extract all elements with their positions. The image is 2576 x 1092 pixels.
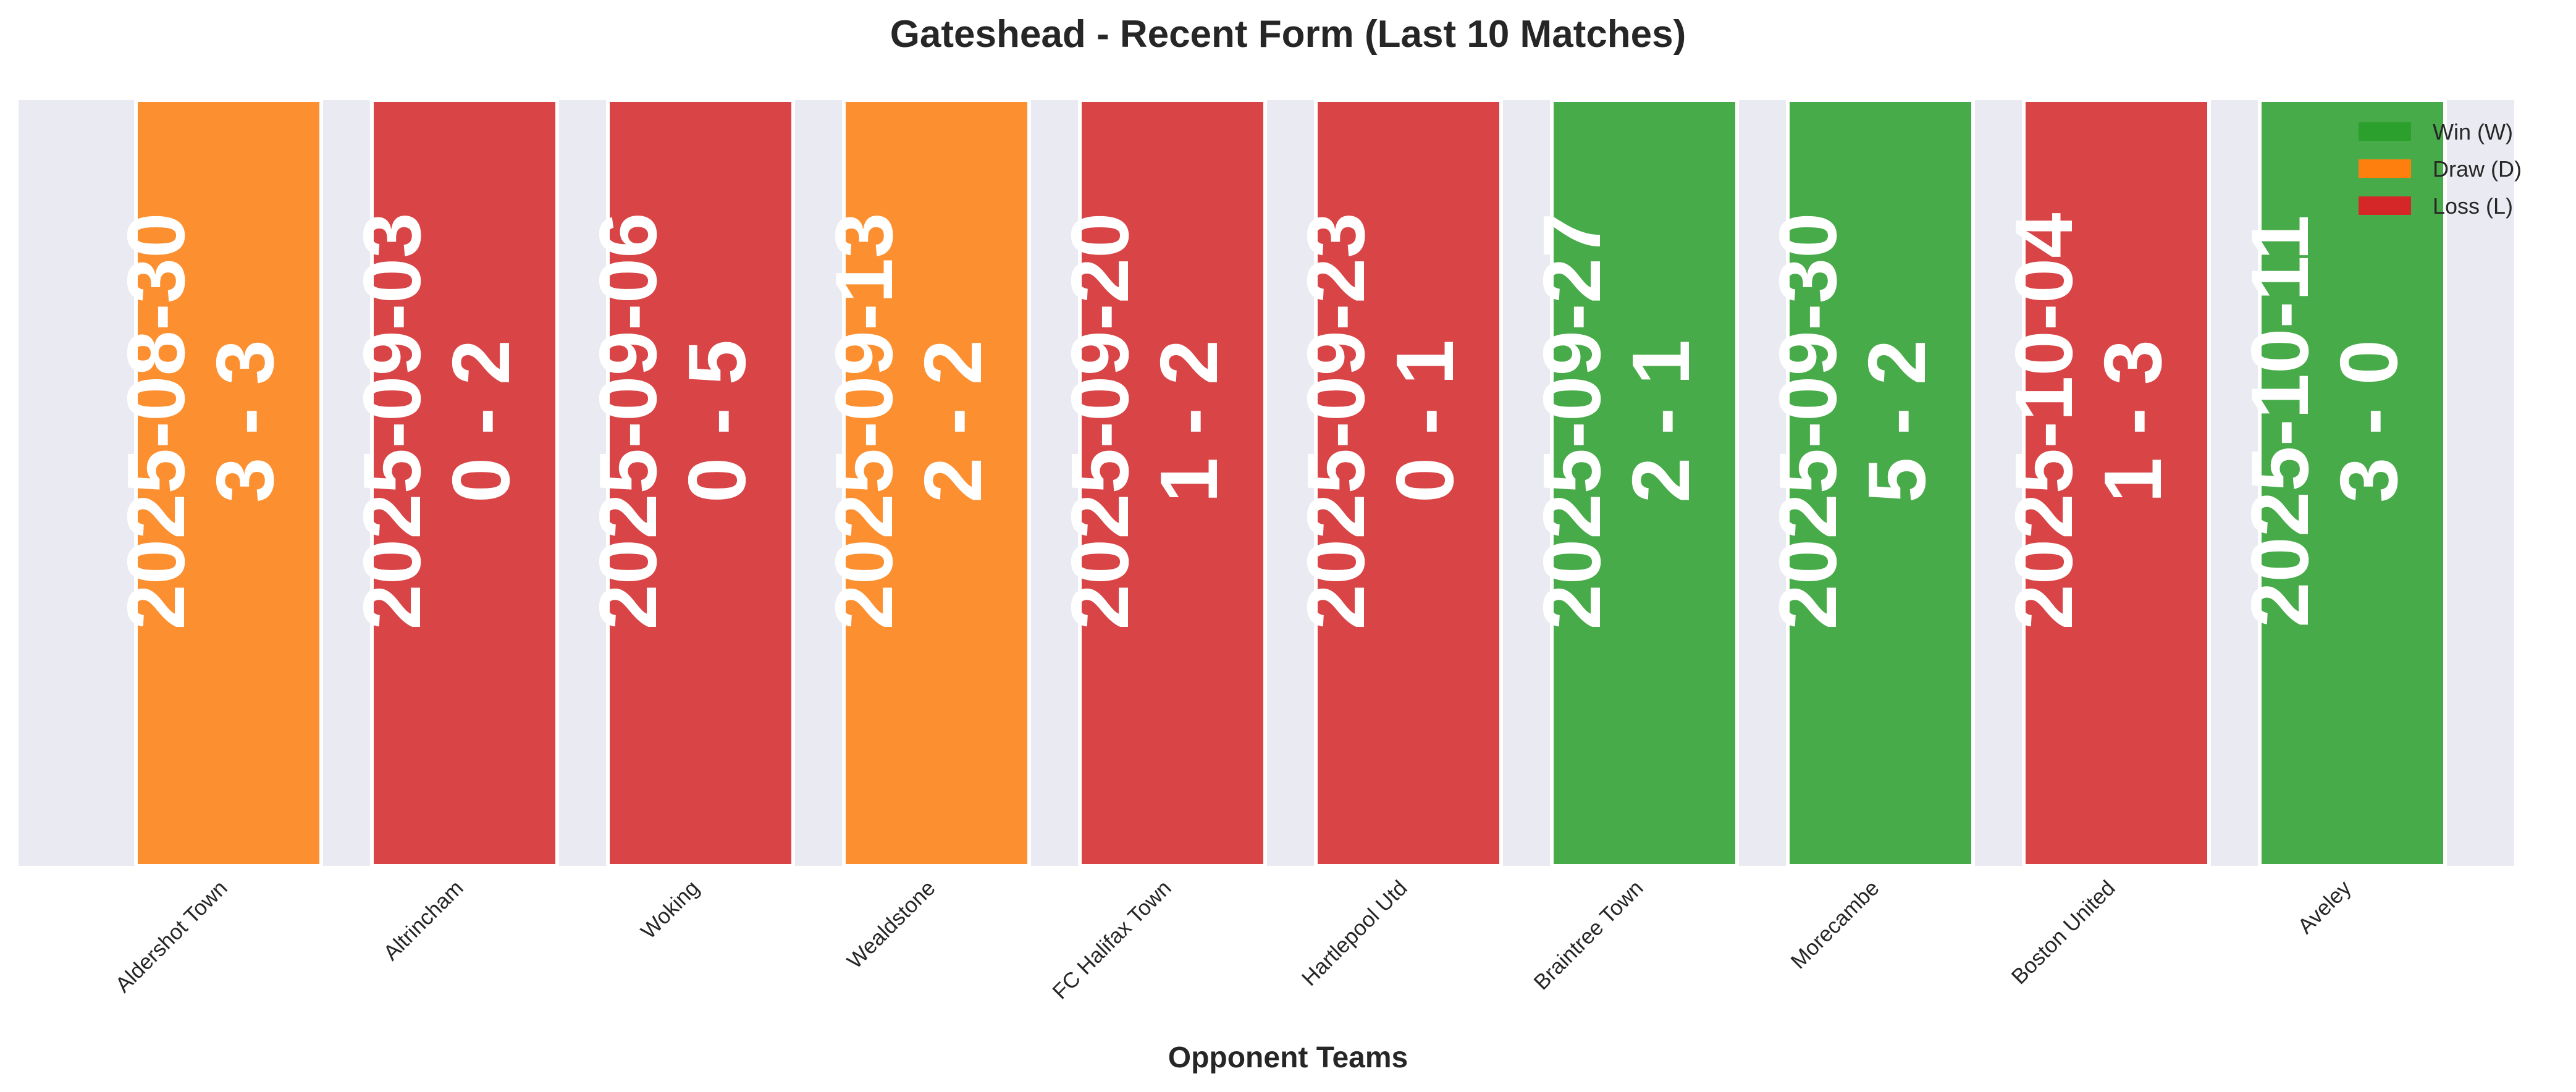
x-axis-label: Opponent Teams [1168,1041,1408,1074]
legend-swatch [2359,196,2411,215]
bar-label: 2025-09-272 - 1 [1526,212,1706,629]
match-score: 0 - 5 [671,340,762,503]
match-score: 5 - 2 [1851,340,1942,503]
chart-title: Gateshead - Recent Form (Last 10 Matches… [890,13,1686,56]
bar-label: 2025-09-201 - 2 [1054,212,1234,629]
x-tick-label: FC Halifax Town [1048,876,1176,1004]
bar-label: 2025-08-303 - 3 [111,212,290,629]
match-date: 2025-10-04 [1998,212,2089,629]
match-score: 0 - 2 [436,340,526,503]
bar [842,98,1031,868]
bar [1786,98,1975,868]
bar-label: 2025-09-132 - 2 [819,212,998,629]
bar-label: 2025-09-030 - 2 [347,212,526,629]
x-tick-label: Wealdstone [843,876,940,973]
bar [606,98,795,868]
bar-label: 2025-09-305 - 2 [1762,212,1942,629]
legend-label: Loss (L) [2433,193,2513,219]
bar [1550,98,1739,868]
match-date: 2025-10-11 [2234,215,2325,628]
x-tick-label: Morecambe [1786,876,1884,973]
match-date: 2025-09-23 [1290,212,1381,629]
bar [134,98,323,868]
match-date: 2025-08-30 [111,212,201,629]
match-date: 2025-09-30 [1762,212,1853,629]
bar-labels-group: 2025-08-303 - 3 2025-09-030 - 2 2025-09-06… [111,212,2414,629]
match-date: 2025-09-03 [347,212,437,629]
legend-label: Draw (D) [2433,156,2522,182]
x-tick-label: Hartlepool Utd [1297,876,1412,991]
legend-swatch [2359,122,2411,141]
x-tick-label: Aldershot Town [111,876,232,997]
bar [2022,98,2211,868]
x-tick-label: Braintree Town [1529,876,1648,994]
match-score: 3 - 3 [200,340,290,503]
x-tick-labels: Aldershot Town Altrincham Woking Wealdstone… [111,876,2356,1004]
legend: Win (W) Draw (D) Loss (L) [2359,119,2522,219]
x-tick-label: Aveley [2293,876,2356,939]
bar [2258,98,2447,868]
match-score: 2 - 1 [1615,340,1706,503]
bar [1078,98,1267,868]
match-score: 1 - 3 [2087,340,2178,503]
match-score: 3 - 0 [2323,340,2414,503]
match-date: 2025-09-20 [1054,212,1145,629]
match-score: 0 - 1 [1379,340,1470,503]
x-tick-label: Altrincham [379,876,468,965]
match-score: 1 - 2 [1143,340,1234,503]
legend-label: Win (W) [2433,119,2513,145]
bar [1314,98,1503,868]
legend-swatch [2359,159,2411,178]
bar [370,98,559,868]
match-date: 2025-09-13 [819,212,909,629]
bar-label: 2025-09-230 - 1 [1290,212,1470,629]
match-date: 2025-09-27 [1526,212,1617,629]
bar-label: 2025-10-041 - 3 [1998,212,2178,629]
match-date: 2025-09-06 [583,212,673,629]
match-score: 2 - 2 [907,340,998,503]
x-tick-label: Woking [636,876,704,944]
bars-group [134,98,2447,868]
bar-label: 2025-10-113 - 0 [2234,215,2414,628]
x-tick-label: Boston United [2007,876,2120,989]
bar-label: 2025-09-060 - 5 [583,212,762,629]
